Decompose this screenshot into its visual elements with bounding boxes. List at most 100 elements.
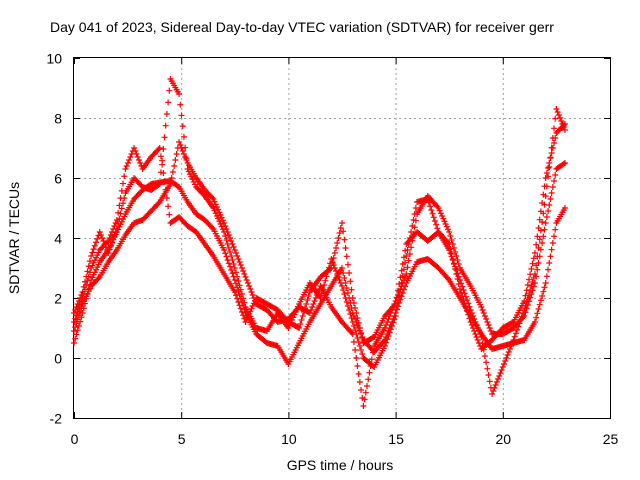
data-point — [228, 253, 235, 259]
data-point — [381, 325, 388, 331]
data-point — [491, 385, 498, 391]
data-point — [454, 276, 461, 282]
data-point — [485, 322, 492, 328]
data-point — [517, 317, 524, 323]
data-point — [317, 295, 324, 301]
data-point — [71, 319, 77, 325]
data-point — [350, 323, 357, 329]
plot-frame — [73, 57, 611, 419]
data-point — [364, 383, 371, 389]
data-point — [359, 351, 366, 357]
data-point — [534, 266, 541, 273]
data-point — [466, 315, 473, 322]
data-point — [452, 266, 459, 272]
data-point — [515, 323, 522, 330]
chart-title: Day 041 of 2023, Sidereal Day-to-day VTE… — [50, 19, 554, 35]
data-point — [178, 112, 185, 119]
data-point — [387, 326, 394, 333]
data-point — [321, 282, 328, 288]
data-point — [547, 155, 554, 161]
data-point — [551, 178, 558, 184]
data-point — [431, 218, 438, 224]
data-point — [490, 388, 497, 394]
data-point — [93, 239, 100, 246]
data-point — [462, 304, 469, 311]
data-point — [293, 306, 300, 313]
data-point — [540, 191, 547, 198]
data-point — [90, 246, 97, 253]
data-point — [358, 387, 365, 393]
data-point — [355, 320, 362, 326]
data-point — [176, 91, 183, 97]
data-point — [80, 290, 87, 297]
data-point — [526, 276, 533, 283]
data-point — [79, 295, 86, 301]
data-point — [169, 169, 176, 175]
data-point — [308, 307, 315, 313]
data-point — [545, 208, 552, 214]
data-point — [339, 220, 345, 226]
data-point — [464, 308, 471, 314]
data-point — [560, 160, 567, 167]
data-point — [99, 235, 106, 241]
data-point — [248, 289, 255, 295]
data-point — [177, 101, 184, 108]
data-point — [209, 224, 216, 231]
data-point — [435, 205, 442, 211]
x-axis-label: GPS time / hours — [287, 457, 394, 473]
data-points — [71, 76, 568, 409]
data-point — [500, 361, 507, 367]
data-point — [211, 207, 218, 214]
data-point — [212, 210, 219, 217]
data-point — [348, 329, 355, 336]
data-point — [397, 274, 404, 281]
data-point — [445, 226, 452, 233]
data-point — [219, 217, 226, 224]
x-tick-label: 10 — [281, 431, 297, 447]
data-point — [290, 314, 297, 321]
data-point — [368, 356, 375, 363]
data-point — [334, 240, 341, 246]
data-point — [336, 277, 343, 283]
data-point — [341, 236, 348, 243]
x-tick-label: 25 — [603, 431, 619, 447]
data-point — [344, 290, 351, 296]
data-point — [155, 200, 162, 207]
y-tick-label: 4 — [54, 231, 62, 247]
data-point — [560, 122, 567, 129]
data-point — [337, 280, 344, 286]
data-point — [309, 304, 316, 310]
data-point — [216, 218, 223, 225]
x-tick-label: 5 — [178, 431, 186, 447]
data-point — [408, 244, 415, 251]
data-point — [161, 178, 168, 185]
data-point — [467, 319, 474, 325]
data-point — [168, 175, 175, 181]
data-point — [439, 213, 446, 219]
data-point — [165, 203, 172, 210]
data-point — [346, 270, 353, 276]
data-point — [446, 241, 453, 247]
data-point — [561, 160, 568, 166]
data-point — [71, 340, 77, 346]
data-point — [244, 280, 251, 286]
series-trace-4 — [71, 121, 568, 352]
data-point — [97, 232, 104, 238]
data-point — [209, 194, 216, 201]
data-point — [223, 237, 230, 243]
data-point — [219, 226, 226, 233]
data-point — [511, 333, 518, 340]
data-point — [446, 229, 453, 235]
data-point — [396, 281, 403, 287]
data-point — [531, 319, 538, 325]
data-point — [71, 328, 77, 334]
data-point — [381, 343, 388, 349]
data-point — [535, 245, 542, 251]
data-point — [509, 319, 516, 326]
data-point — [242, 319, 249, 325]
data-point — [86, 258, 93, 265]
data-point — [561, 121, 568, 127]
data-point — [391, 316, 398, 323]
data-point — [156, 145, 163, 151]
data-point — [161, 134, 168, 141]
